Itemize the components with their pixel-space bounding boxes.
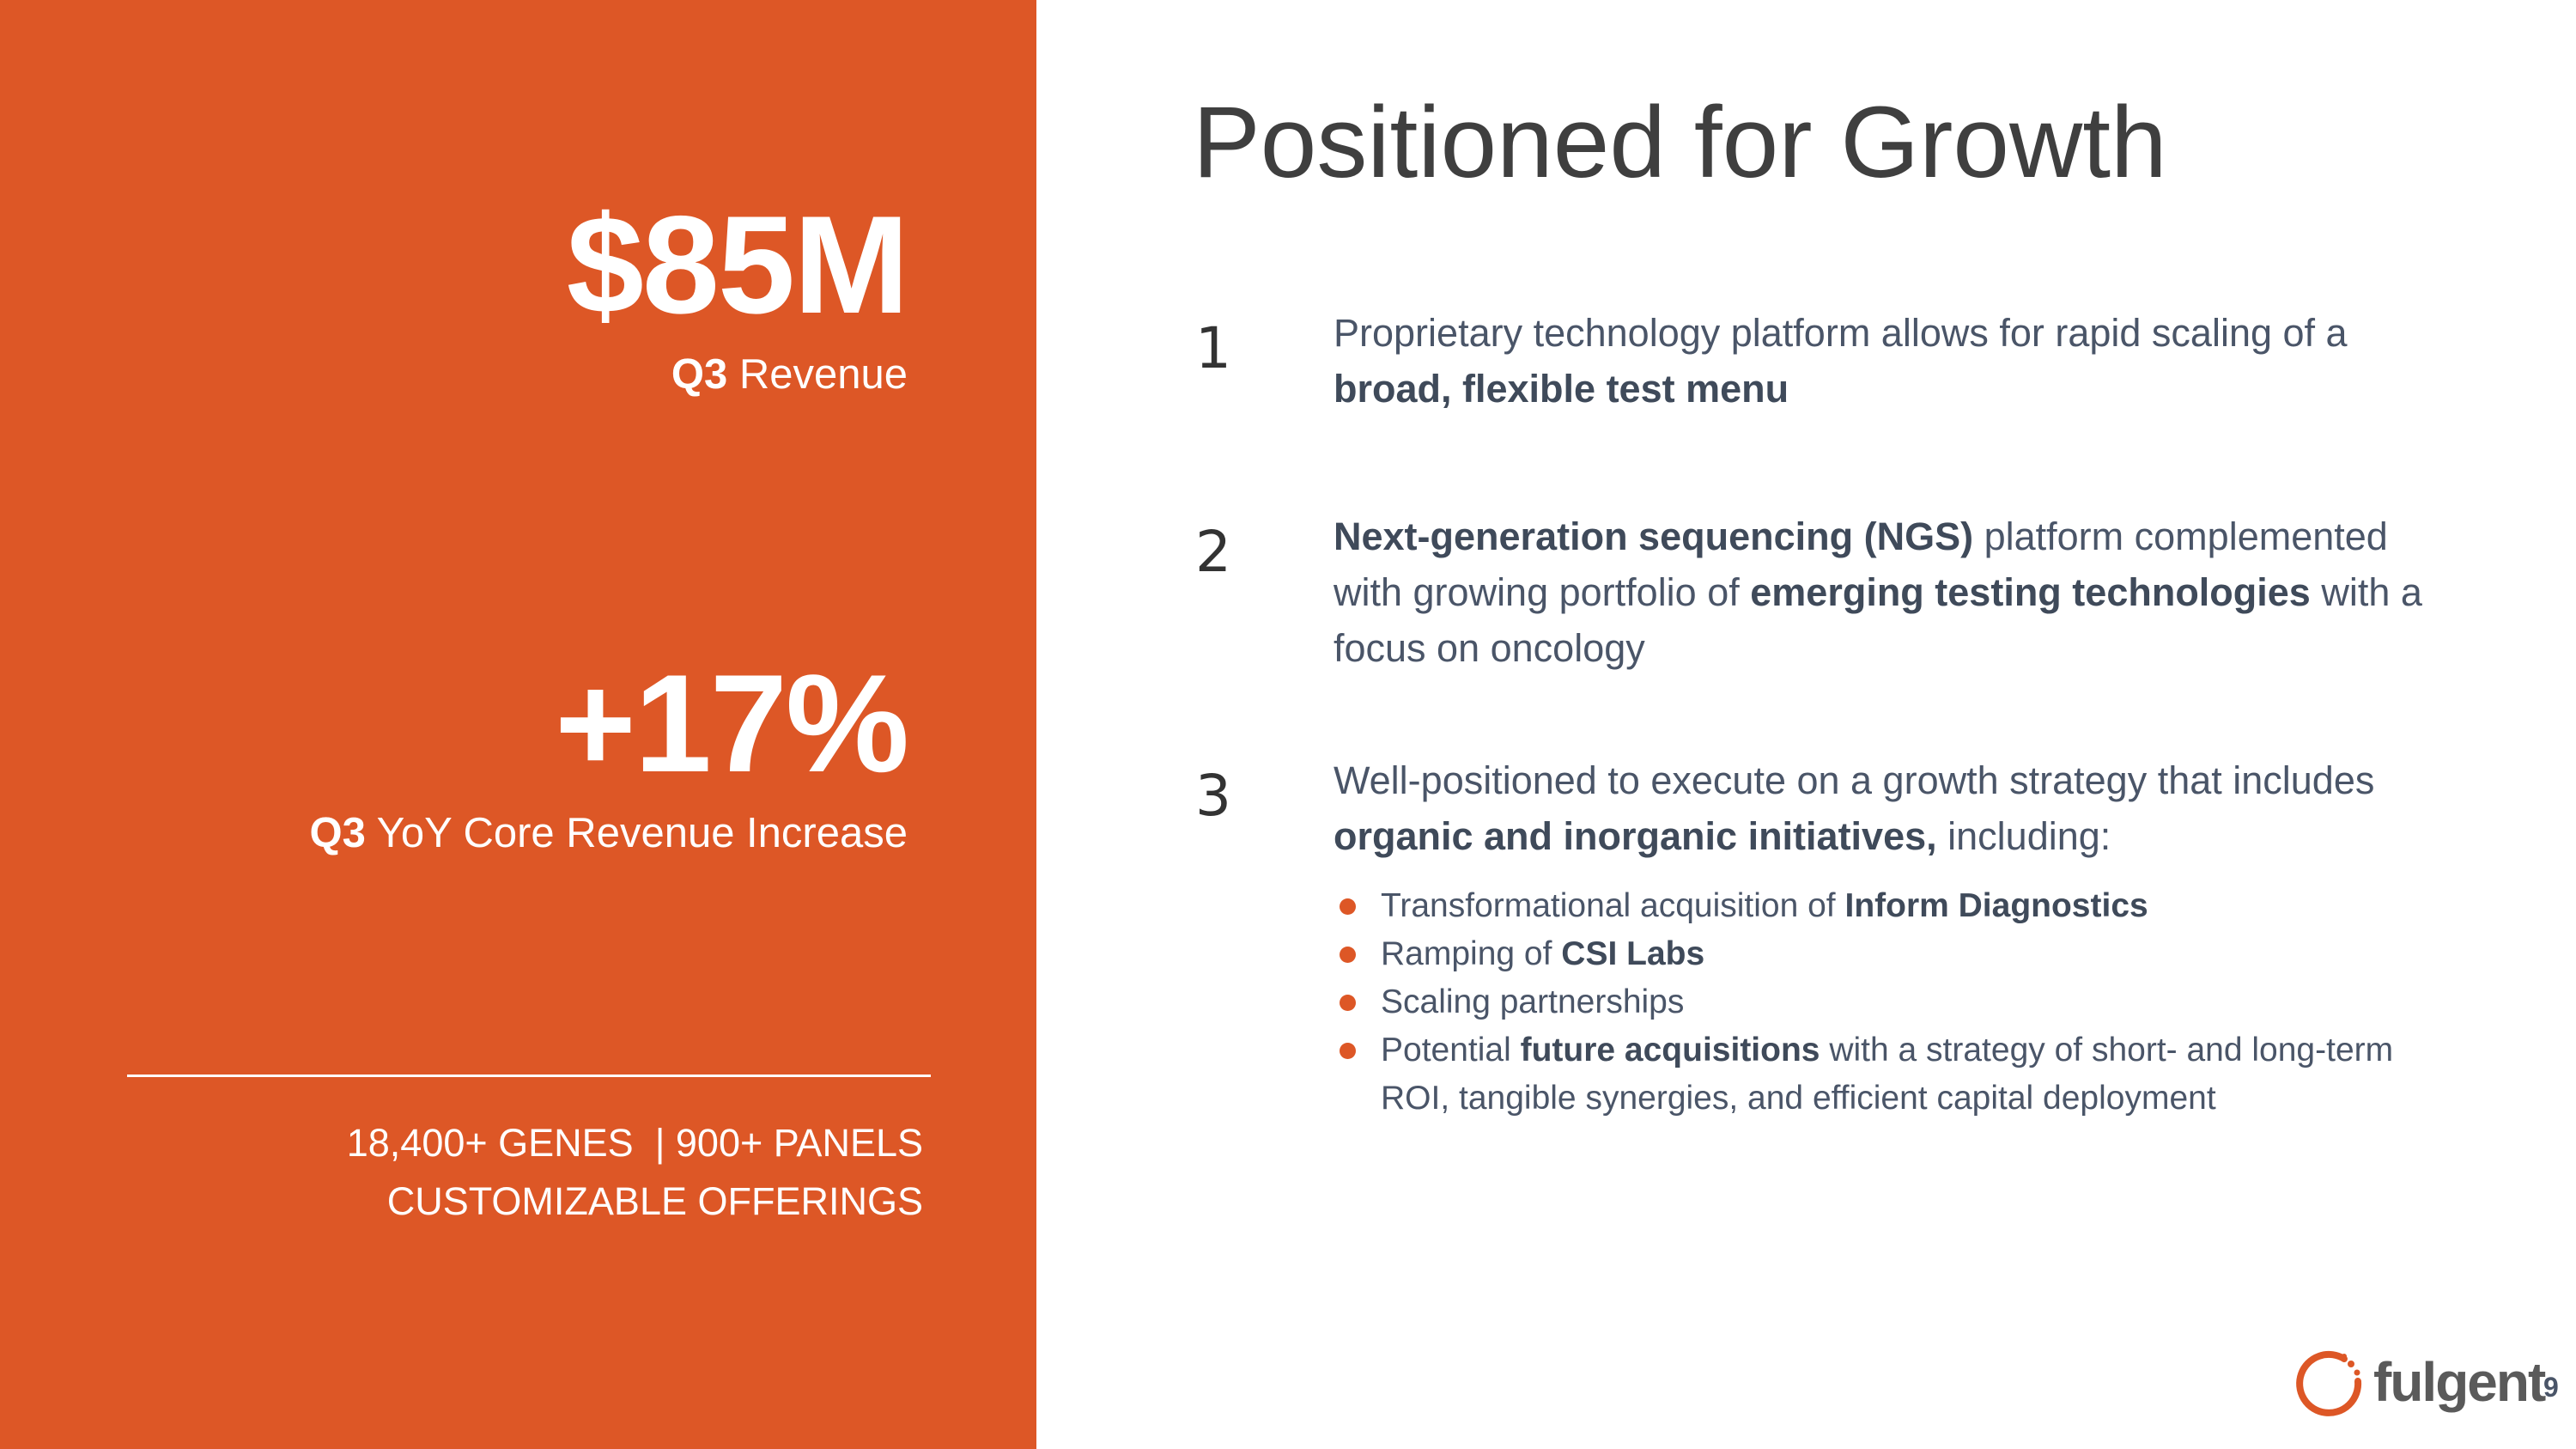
logo-wordmark: fulgent xyxy=(2373,1351,2546,1413)
offerings-summary: 18,400+ GENES | 900+ PANELS CUSTOMIZABLE… xyxy=(347,1114,923,1231)
growth-label-bold: Q3 xyxy=(309,810,366,856)
text-run-bold: organic and inorganic initiatives, xyxy=(1334,814,1937,858)
left-panel: $85M Q3 Revenue +17% Q3 YoY Core Revenue… xyxy=(0,0,1036,1449)
bullet-dot-icon xyxy=(1340,947,1356,963)
text-run: Transformational acquisition of xyxy=(1381,887,1845,924)
text-run-bold: broad, flexible test menu xyxy=(1334,367,1789,411)
page-title: Positioned for Growth xyxy=(1193,86,2167,199)
page-number: 9 xyxy=(2543,1372,2559,1403)
bullet-dot-icon xyxy=(1340,995,1356,1011)
text-run: Potential xyxy=(1381,1032,1521,1068)
fulgent-logo: fulgent xyxy=(2291,1347,2546,1424)
right-panel: Positioned for Growth 1 Proprietary tech… xyxy=(1036,0,2576,1449)
item-number: 2 xyxy=(1195,519,1231,585)
item-text: Well-positioned to execute on a growth s… xyxy=(1334,752,2450,864)
text-run: Well-positioned to execute on a growth s… xyxy=(1334,758,2375,802)
item-number: 3 xyxy=(1195,763,1231,829)
growth-value: +17% xyxy=(555,646,909,801)
growth-label-rest: YoY Core Revenue Increase xyxy=(365,810,908,856)
text-run: with a focus on oncology xyxy=(1334,570,2422,670)
list-item: Transformational acquisition of Inform D… xyxy=(1334,882,2450,930)
growth-label: Q3 YoY Core Revenue Increase xyxy=(310,809,908,857)
revenue-label: Q3 Revenue xyxy=(567,350,908,399)
list-item: Potential future acquisitions with a str… xyxy=(1334,1026,2450,1123)
text-run: including: xyxy=(1936,814,2111,858)
revenue-label-rest: Revenue xyxy=(727,351,908,398)
text-run-bold: Inform Diagnostics xyxy=(1844,887,2148,924)
item-number: 1 xyxy=(1195,315,1231,381)
text-run-bold: emerging testing technologies xyxy=(1750,570,2311,614)
revenue-label-bold: Q3 xyxy=(671,351,728,398)
text-run-bold: Next-generation sequencing (NGS) xyxy=(1334,514,1974,558)
offerings-line-2: CUSTOMIZABLE OFFERINGS xyxy=(386,1179,923,1223)
text-run: with a strategy of short- and long-term … xyxy=(1381,1032,2394,1117)
item-text: Next-generation sequencing (NGS) platfor… xyxy=(1334,508,2450,676)
bullet-dot-icon xyxy=(1340,1043,1356,1059)
text-run-bold: CSI Labs xyxy=(1561,935,1705,972)
growth-stat: +17% Q3 YoY Core Revenue Increase xyxy=(310,646,909,857)
revenue-stat: $85M Q3 Revenue xyxy=(566,187,909,399)
offerings-line-1: 18,400+ GENES | 900+ PANELS xyxy=(346,1121,923,1165)
text-run: platform complemented with growing portf… xyxy=(1334,514,2388,614)
revenue-value: $85M xyxy=(566,187,909,343)
divider-line xyxy=(127,1075,931,1077)
item-text: Proprietary technology platform allows f… xyxy=(1334,305,2450,417)
bullet-dot-icon xyxy=(1340,898,1356,915)
text-run: Ramping of xyxy=(1381,935,1562,972)
list-item: Ramping of CSI Labs xyxy=(1334,930,2450,978)
fulgent-ring-icon xyxy=(2296,1350,2362,1416)
initiatives-list: Transformational acquisition of Inform D… xyxy=(1334,882,2450,1123)
text-run: Proprietary technology platform allows f… xyxy=(1334,311,2348,355)
list-item: Scaling partnerships xyxy=(1334,978,2450,1026)
text-run: Scaling partnerships xyxy=(1381,983,1685,1020)
text-run-bold: future acquisitions xyxy=(1520,1032,1820,1068)
